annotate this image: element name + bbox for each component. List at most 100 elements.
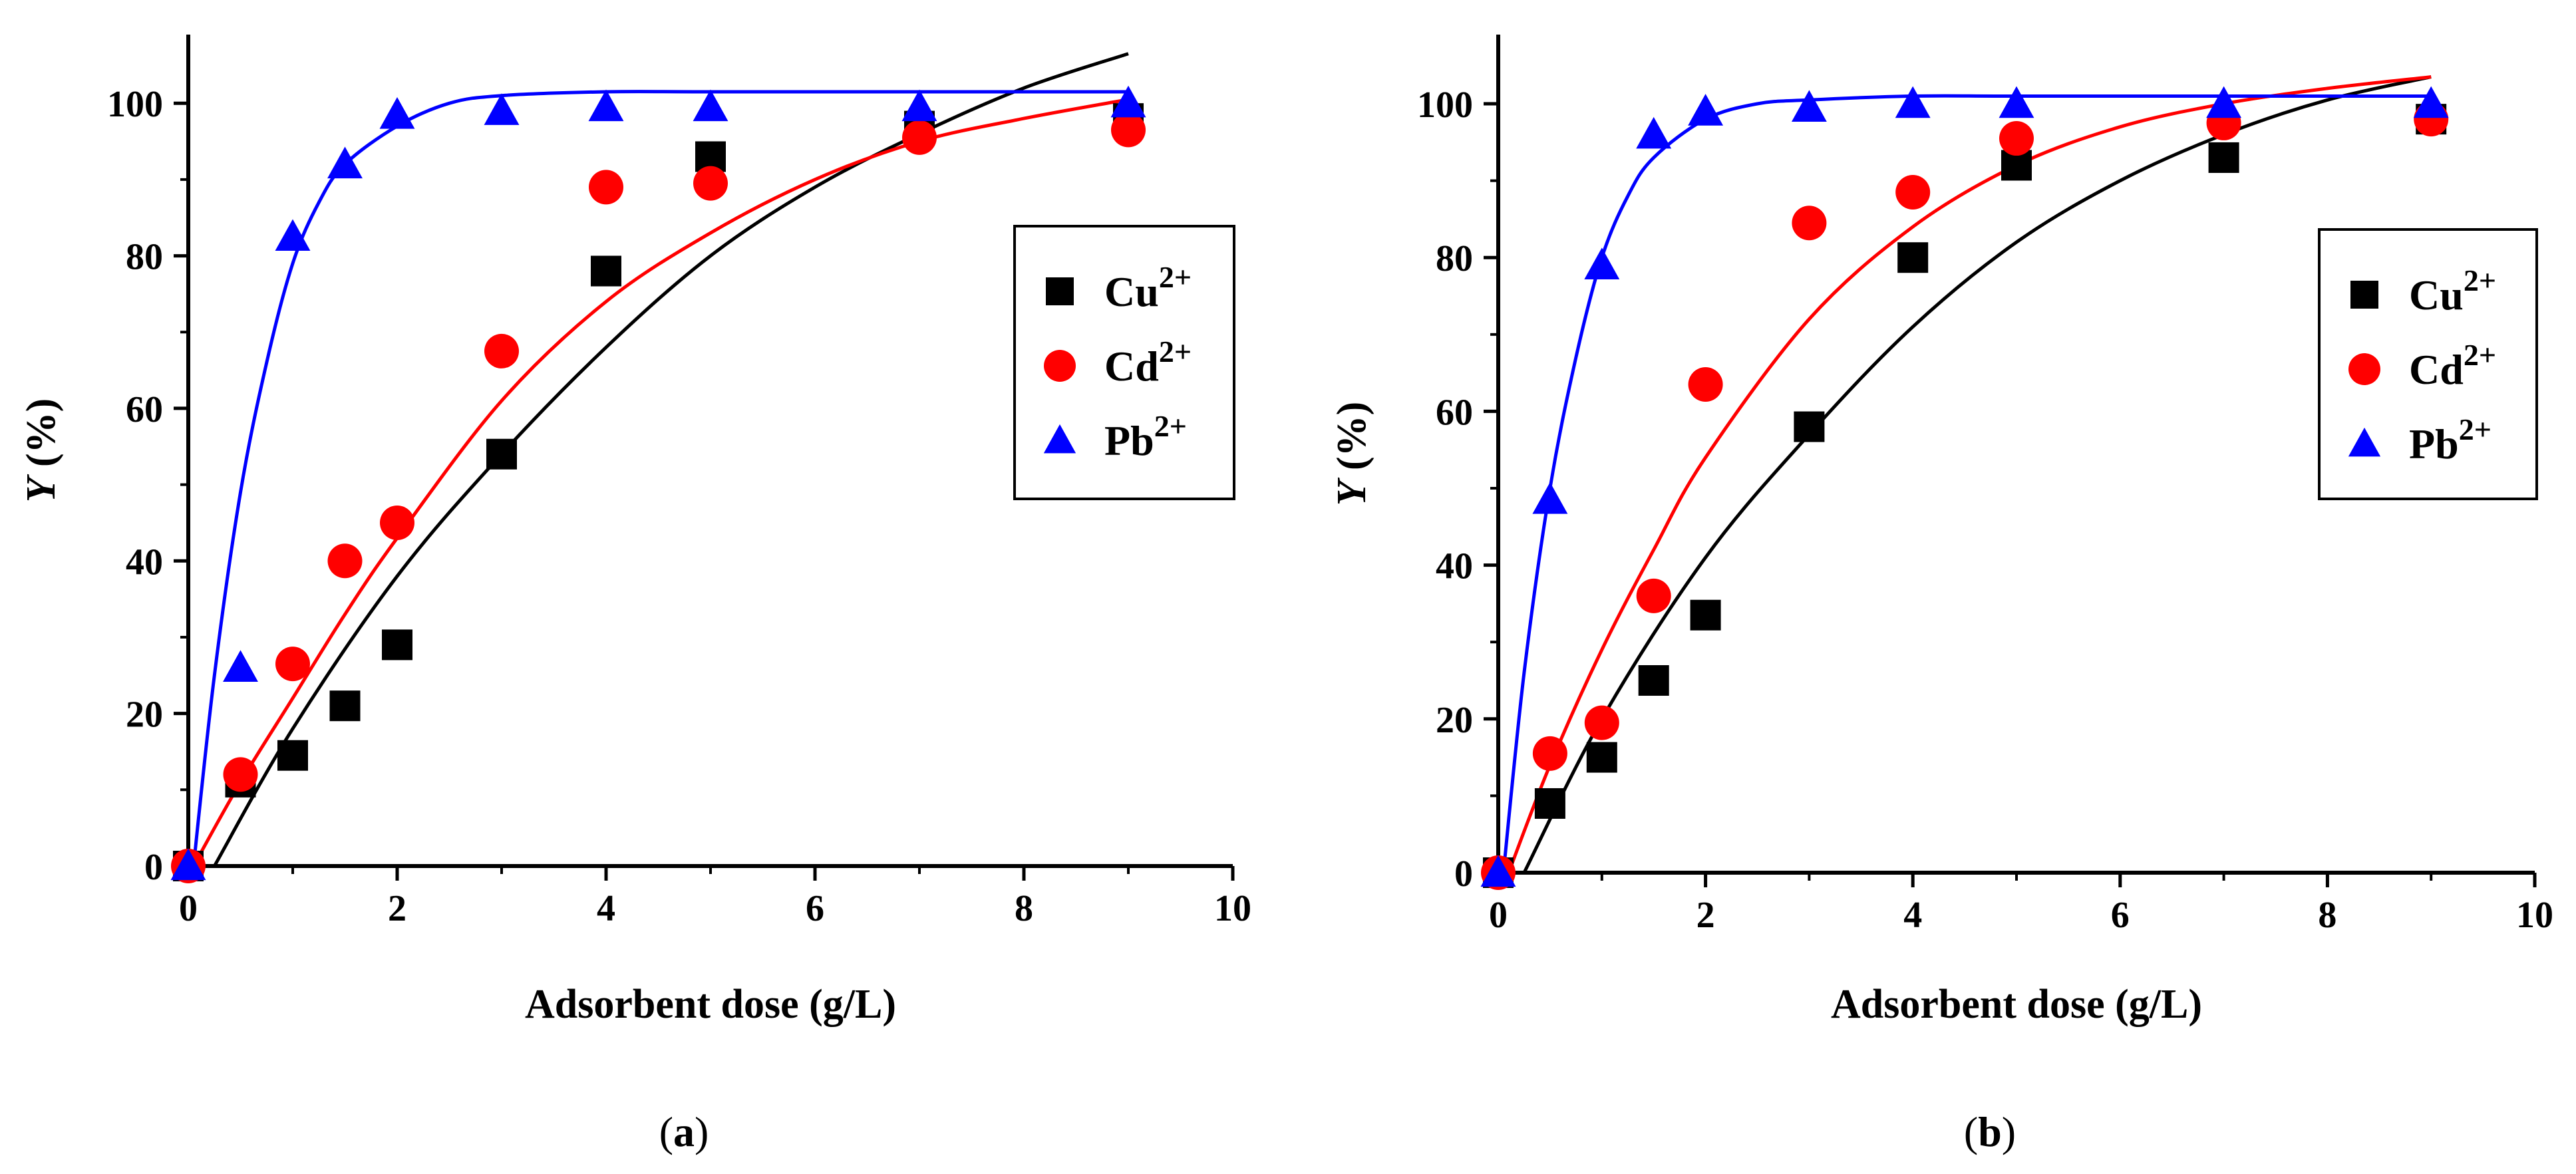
data-point-cu	[329, 690, 361, 722]
data-point-cd	[327, 543, 363, 579]
legend-label-superscript: 2+	[2459, 412, 2492, 446]
data-point-pb	[693, 89, 728, 122]
legend-label-cd: Cd2+	[1104, 335, 1192, 390]
data-point-pb	[223, 650, 258, 682]
data-point-cu	[1534, 788, 1565, 819]
legend-label-cd: Cd2+	[2409, 338, 2496, 393]
data-point-cu	[2208, 142, 2239, 173]
panel-label: (a)	[659, 1108, 709, 1155]
data-point-cu	[591, 255, 621, 287]
data-point-cu	[1586, 742, 1617, 773]
legend-label-superscript: 2+	[1159, 260, 1192, 294]
legend-label-base: Cd	[1104, 343, 1159, 390]
x-tick-label: 10	[1214, 888, 1251, 929]
y-tick-label: 0	[144, 847, 163, 888]
data-point-cd	[902, 120, 937, 155]
y-tick-label: 80	[1436, 238, 1473, 279]
panel-label-open: (	[1964, 1108, 1978, 1155]
data-point-pb	[1480, 855, 1516, 887]
x-tick-label: 8	[2318, 895, 2336, 936]
legend: Cu2+Cd2+Pb2+	[2318, 228, 2538, 500]
data-point-cd	[1532, 736, 1567, 771]
data-point-cd	[1999, 121, 2034, 156]
data-point-cd	[589, 170, 623, 205]
y-axis-title: Y (%)	[1329, 402, 1374, 506]
x-tick-label: 2	[388, 888, 406, 929]
y-tick-label: 100	[107, 84, 163, 125]
data-point-pb	[901, 89, 937, 122]
data-point-pb	[275, 219, 311, 251]
y-axis-title-unit: (%)	[19, 398, 64, 478]
data-point-pb	[1584, 247, 1620, 279]
data-point-cu	[277, 740, 308, 771]
panel-label-letter: b	[1978, 1108, 2002, 1155]
x-tick-label: 0	[1489, 895, 1508, 936]
fit-curve-cu	[1522, 75, 2432, 874]
y-tick-label: 20	[126, 694, 163, 736]
y-tick-label: 40	[1436, 546, 1473, 587]
x-tick-label: 6	[2111, 895, 2130, 936]
x-tick-label: 0	[179, 888, 198, 929]
data-point-cu	[1897, 242, 1929, 273]
data-point-cd	[1688, 367, 1723, 402]
data-point-pb	[327, 146, 363, 179]
legend-label-base: Cu	[1104, 268, 1159, 315]
data-point-cd	[1111, 112, 1146, 148]
legend: Cu2+Cd2+Pb2+	[1013, 225, 1235, 500]
x-axis-title: Adsorbent dose (g/L)	[1831, 982, 2202, 1027]
panel-label-open: (	[659, 1108, 673, 1155]
legend-marker-cu	[1046, 277, 1074, 305]
legend-label-base: Pb	[1104, 417, 1154, 464]
data-point-pb	[170, 848, 206, 881]
legend-label-superscript: 2+	[2464, 338, 2496, 372]
legend-marker-cd	[1044, 350, 1076, 382]
legend-label-superscript: 2+	[1154, 409, 1187, 443]
data-point-pb	[2413, 86, 2449, 118]
data-point-pb	[1688, 94, 1724, 126]
data-point-cu	[382, 629, 412, 660]
fit-curve-cd	[1507, 75, 2432, 873]
y-axis-title: Y (%)	[19, 398, 64, 503]
y-axis-title-var: Y	[1329, 477, 1374, 506]
fit-curve-cu	[213, 52, 1129, 867]
data-point-pb	[1999, 86, 2034, 118]
x-axis-title: Adsorbent dose (g/L)	[525, 982, 896, 1027]
y-tick-label: 0	[1454, 853, 1473, 895]
y-tick-label: 80	[126, 237, 163, 278]
data-point-pb	[379, 96, 415, 129]
legend-label-base: Cd	[2409, 346, 2464, 393]
y-tick-label: 60	[126, 389, 163, 430]
legend-label-base: Cu	[2409, 271, 2464, 319]
legend-label-pb: Pb2+	[2409, 412, 2492, 468]
legend-marker-pb	[2348, 427, 2381, 457]
y-tick-label: 100	[1417, 84, 1473, 126]
panel-label-close: )	[2002, 1108, 2016, 1155]
data-point-pb	[2206, 86, 2242, 118]
data-point-cd	[1792, 206, 1827, 241]
y-tick-label: 20	[1436, 700, 1473, 741]
fit-curve-cd	[192, 98, 1129, 867]
legend-label-superscript: 2+	[2464, 263, 2496, 297]
fit-curve-pb	[192, 90, 1128, 867]
fit-curve-pb	[1502, 94, 2432, 873]
x-tick-label: 2	[1696, 895, 1715, 936]
legend-label-cu: Cu2+	[1104, 260, 1192, 315]
data-point-cu	[1690, 599, 1721, 631]
x-tick-label: 4	[1903, 895, 1922, 936]
x-tick-label: 6	[806, 888, 824, 929]
y-tick-label: 40	[126, 541, 163, 583]
y-axis-title-var: Y	[19, 474, 64, 502]
data-point-cu	[1794, 411, 1825, 442]
y-axis-title-unit: (%)	[1329, 402, 1374, 481]
x-tick-label: 8	[1015, 888, 1033, 929]
data-point-cu	[1638, 665, 1669, 696]
y-tick-label: 60	[1436, 392, 1473, 433]
data-point-cu	[486, 438, 517, 470]
panel-label-close: )	[695, 1108, 709, 1155]
data-point-cd	[1584, 705, 1619, 740]
panel-label: (b)	[1964, 1108, 2016, 1155]
data-point-cd	[380, 505, 414, 540]
data-point-cd	[1636, 578, 1671, 613]
data-point-cd	[693, 166, 728, 201]
